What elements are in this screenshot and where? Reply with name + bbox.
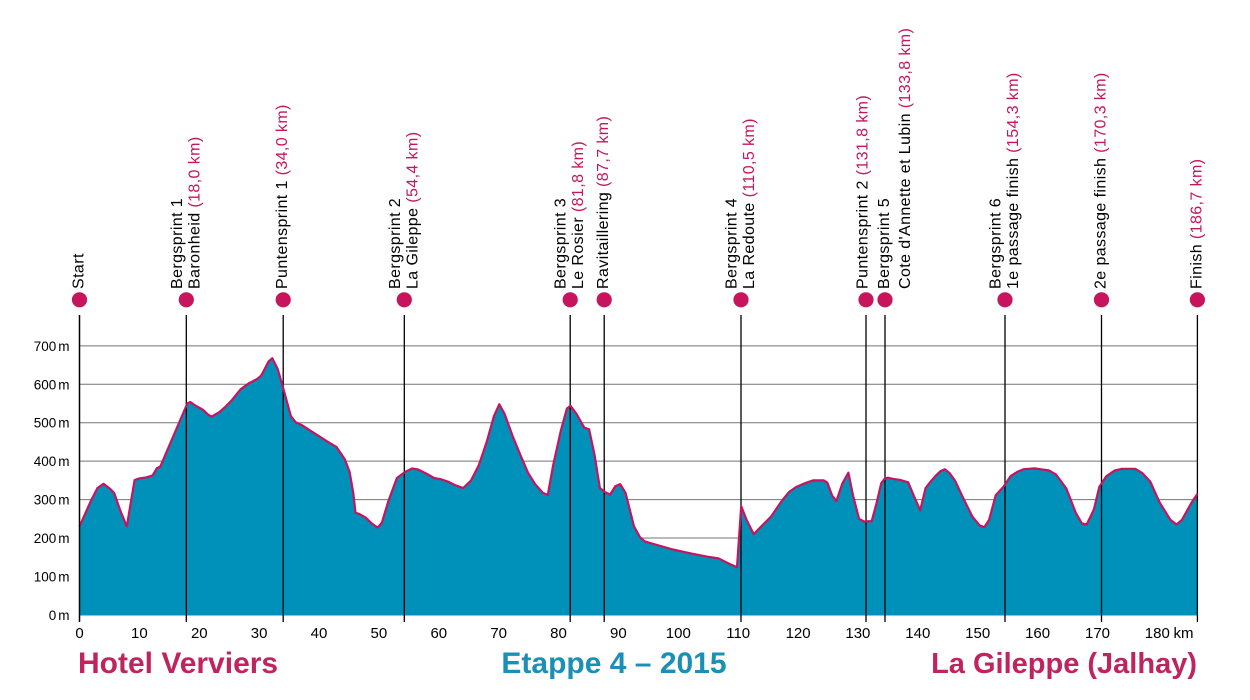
svg-text:130: 130 xyxy=(845,625,870,642)
svg-text:Bergsprint 3: Bergsprint 3 xyxy=(553,198,570,289)
svg-text:Bergsprint 5: Bergsprint 5 xyxy=(876,198,893,289)
svg-text:10: 10 xyxy=(131,625,148,642)
svg-text:La Redoute (110,5 km): La Redoute (110,5 km) xyxy=(741,118,758,289)
svg-text:La Gileppe (Jalhay): La Gileppe (Jalhay) xyxy=(931,648,1197,680)
svg-text:20: 20 xyxy=(191,625,208,642)
svg-text:km: km xyxy=(1174,625,1194,642)
svg-text:40: 40 xyxy=(311,625,328,642)
svg-text:Ravitaillering (87,7 km): Ravitaillering (87,7 km) xyxy=(595,116,612,289)
svg-text:60: 60 xyxy=(430,625,447,642)
svg-text:2e passage finish (170,3 km): 2e passage finish (170,3 km) xyxy=(1093,72,1110,289)
svg-text:Bergsprint 2: Bergsprint 2 xyxy=(387,198,404,289)
svg-text:Start: Start xyxy=(71,253,88,289)
svg-text:Finish (186,7 km): Finish (186,7 km) xyxy=(1188,159,1205,289)
svg-text:180: 180 xyxy=(1145,625,1170,642)
svg-text:La Gileppe (54,4 km): La Gileppe (54,4 km) xyxy=(404,132,421,289)
svg-text:1e passage finish (154,3 km): 1e passage finish (154,3 km) xyxy=(1005,72,1022,289)
svg-text:Puntensprint 2 (131,8 km): Puntensprint 2 (131,8 km) xyxy=(855,95,872,289)
svg-text:120: 120 xyxy=(786,625,811,642)
svg-text:Le Rosier (81,8 km): Le Rosier (81,8 km) xyxy=(570,141,587,289)
svg-text:90: 90 xyxy=(610,625,627,642)
svg-text:80: 80 xyxy=(550,625,567,642)
svg-text:50: 50 xyxy=(371,625,388,642)
svg-text:Bergsprint 4: Bergsprint 4 xyxy=(724,198,741,289)
svg-text:Bergsprint 1: Bergsprint 1 xyxy=(169,198,186,289)
svg-text:150: 150 xyxy=(965,625,990,642)
svg-text:70: 70 xyxy=(490,625,507,642)
svg-text:Hotel Verviers: Hotel Verviers xyxy=(78,647,278,680)
svg-text:100: 100 xyxy=(666,625,691,642)
svg-text:0: 0 xyxy=(75,625,83,642)
svg-text:110: 110 xyxy=(726,625,750,642)
svg-text:30: 30 xyxy=(251,625,268,642)
svg-text:Etappe 4 – 2015: Etappe 4 – 2015 xyxy=(501,647,726,680)
svg-text:0m: 0m xyxy=(49,608,70,623)
svg-text:Puntensprint 1 (34,0 km): Puntensprint 1 (34,0 km) xyxy=(274,104,291,289)
svg-text:140: 140 xyxy=(905,625,930,642)
svg-text:Baronheid (18,0 km): Baronheid (18,0 km) xyxy=(186,136,203,289)
svg-text:160: 160 xyxy=(1025,625,1050,642)
svg-text:170: 170 xyxy=(1085,625,1110,642)
svg-text:Cote d'Annette et Lubin (133,8: Cote d'Annette et Lubin (133,8 km) xyxy=(897,28,914,289)
svg-text:Bergsprint 6: Bergsprint 6 xyxy=(988,198,1005,289)
